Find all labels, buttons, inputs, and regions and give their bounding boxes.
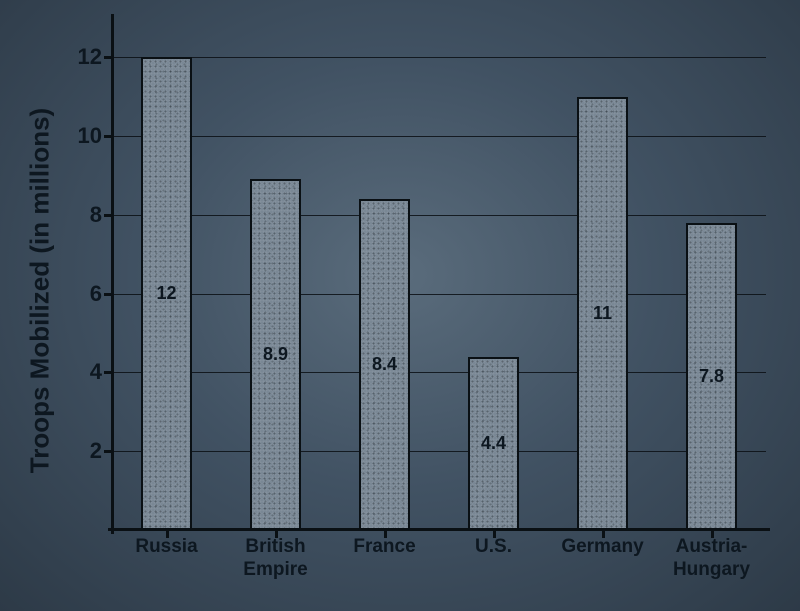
bar-value-label: 8.9 (263, 344, 288, 365)
bar-value-label: 8.4 (372, 354, 397, 375)
gridline (112, 136, 766, 137)
bar: 11 (577, 97, 627, 530)
bar-value-label: 12 (156, 283, 176, 304)
gridline (112, 451, 766, 452)
y-axis-label: Troops Mobilized (in millions) (25, 31, 56, 551)
x-tick-label: Austria- Hungary (657, 530, 766, 582)
bar-value-label: 4.4 (481, 433, 506, 454)
bar: 4.4 (468, 357, 518, 530)
x-tick-label: Germany (548, 530, 657, 559)
y-tick-label: 4 (90, 359, 112, 385)
gridline (112, 57, 766, 58)
bar: 7.8 (686, 223, 736, 530)
bar-value-label: 11 (593, 303, 612, 324)
x-tick-label: British Empire (221, 530, 330, 582)
bar: 12 (141, 57, 191, 530)
y-tick-label: 8 (90, 202, 112, 228)
x-tick-label: France (330, 530, 439, 559)
y-tick-label: 6 (90, 281, 112, 307)
bar: 8.4 (359, 199, 409, 530)
gridline (112, 215, 766, 216)
chart-plot-area: 24681012 128.98.44.4117.8 RussiaBritish … (112, 18, 766, 530)
y-tick-label: 2 (90, 438, 112, 464)
x-tick-label: U.S. (439, 530, 548, 559)
bar: 8.9 (250, 179, 300, 530)
y-tick-label: 12 (78, 44, 112, 70)
x-tick-label: Russia (112, 530, 221, 559)
gridline (112, 294, 766, 295)
gridline (112, 372, 766, 373)
y-tick-label: 10 (78, 123, 112, 149)
bar-value-label: 7.8 (699, 366, 724, 387)
